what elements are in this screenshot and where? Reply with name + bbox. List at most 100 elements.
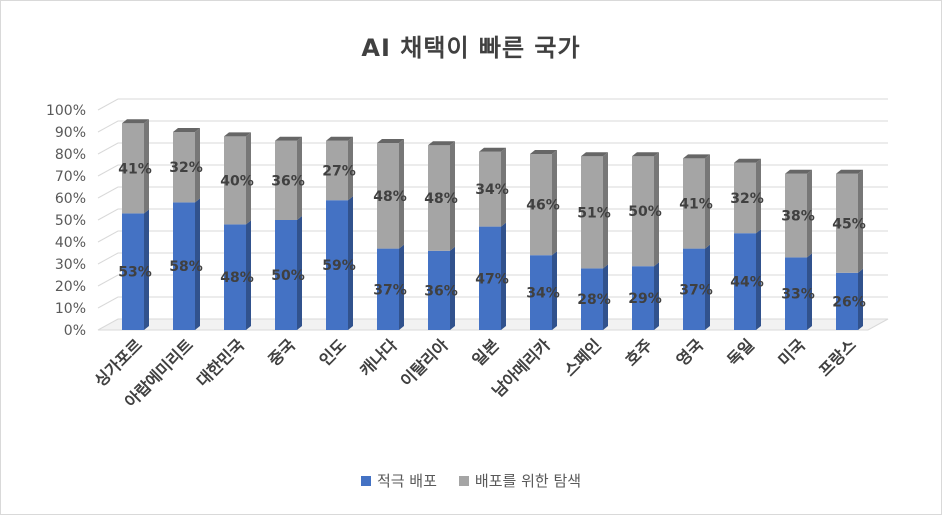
y-tick-label: 0% bbox=[64, 323, 86, 339]
bar-exploring-top bbox=[122, 119, 149, 124]
bar-exploring-front bbox=[428, 145, 450, 251]
data-label-exploring: 36% bbox=[271, 173, 305, 189]
data-label-active-deploy: 50% bbox=[271, 268, 305, 284]
bar-exploring-front bbox=[173, 132, 195, 203]
bar-active-deploy-side bbox=[756, 229, 761, 330]
bar-active-deploy-front bbox=[173, 202, 195, 330]
data-label-active-deploy: 28% bbox=[577, 292, 611, 308]
bar-active-deploy-front bbox=[275, 220, 297, 330]
bar-exploring-front bbox=[275, 140, 297, 220]
bar-exploring-top bbox=[479, 147, 506, 152]
x-tick-label: 중국 bbox=[265, 335, 299, 369]
gridline bbox=[97, 208, 888, 221]
bar-exploring-side bbox=[297, 136, 302, 220]
chart-title: AI 채택이 빠른 국가 bbox=[361, 34, 581, 62]
bar-active-deploy-front bbox=[224, 224, 246, 330]
data-label-exploring: 32% bbox=[730, 191, 764, 207]
bar-exploring-front bbox=[683, 158, 705, 249]
data-label-exploring: 46% bbox=[526, 198, 560, 214]
gridline bbox=[97, 252, 888, 265]
data-label-active-deploy: 47% bbox=[475, 271, 509, 287]
bar-exploring-front bbox=[581, 156, 603, 269]
data-label-active-deploy: 26% bbox=[832, 294, 866, 310]
bar-active-deploy-front bbox=[785, 257, 807, 330]
bar-exploring-top bbox=[785, 169, 812, 174]
legend: 적극 배포 배포를 위한 탐색 bbox=[0, 470, 942, 491]
data-label-exploring: 45% bbox=[832, 216, 866, 232]
x-tick-label: 캐나다 bbox=[356, 335, 401, 380]
data-label-exploring: 50% bbox=[628, 204, 662, 220]
x-tick-label: 독일 bbox=[724, 335, 758, 369]
y-tick-label: 10% bbox=[55, 301, 86, 317]
y-tick-label: 90% bbox=[55, 125, 86, 141]
bar-exploring-top bbox=[326, 136, 353, 141]
bar-active-deploy-front bbox=[428, 250, 450, 330]
legend-label-exploring: 배포를 위한 탐색 bbox=[474, 472, 582, 490]
bar-active-deploy-side bbox=[858, 268, 863, 330]
legend-swatch-exploring bbox=[458, 475, 469, 486]
bar-exploring-top bbox=[581, 152, 608, 157]
bar-exploring-front bbox=[530, 154, 552, 256]
bar-active-deploy-side bbox=[807, 253, 812, 330]
gridline bbox=[97, 164, 888, 177]
bar-exploring-side bbox=[603, 152, 608, 269]
data-label-exploring: 48% bbox=[373, 189, 407, 205]
gridline bbox=[97, 186, 888, 199]
x-tick-label: 영국 bbox=[673, 335, 707, 369]
y-tick-label: 60% bbox=[55, 191, 86, 207]
bar-active-deploy-side bbox=[603, 264, 608, 330]
legend-swatch-active-deploy bbox=[360, 475, 371, 486]
bar-active-deploy-front bbox=[530, 255, 552, 330]
data-label-active-deploy: 36% bbox=[424, 283, 458, 299]
bar-exploring-front bbox=[632, 156, 654, 267]
x-tick-label: 인도 bbox=[316, 335, 350, 369]
bar-exploring-side bbox=[450, 141, 455, 251]
bar-exploring-front bbox=[836, 173, 858, 273]
bar-exploring-side bbox=[654, 152, 659, 267]
bar-exploring-side bbox=[552, 150, 557, 256]
x-tick-label: 스페인 bbox=[560, 335, 605, 380]
bar-active-deploy-side bbox=[501, 222, 506, 330]
bar-exploring-side bbox=[501, 147, 506, 227]
bar-exploring-top bbox=[683, 154, 710, 159]
bar-active-deploy-front bbox=[683, 248, 705, 330]
bar-active-deploy-front bbox=[632, 266, 654, 330]
bar-exploring-front bbox=[785, 173, 807, 258]
gridline bbox=[97, 142, 888, 155]
legend-item-active-deploy: 적극 배포 bbox=[360, 470, 437, 491]
x-tick-label: 호주 bbox=[622, 335, 656, 369]
data-label-active-deploy: 58% bbox=[169, 259, 203, 275]
data-label-active-deploy: 29% bbox=[628, 291, 662, 307]
bar-exploring-top bbox=[836, 169, 863, 174]
bar-exploring-front bbox=[377, 143, 399, 249]
data-label-exploring: 32% bbox=[169, 160, 203, 176]
legend-item-exploring: 배포를 위한 탐색 bbox=[458, 470, 582, 491]
bar-exploring-front bbox=[122, 123, 144, 214]
bar-exploring-front bbox=[326, 140, 348, 201]
data-label-exploring: 41% bbox=[118, 161, 152, 177]
y-tick-label: 50% bbox=[55, 213, 86, 229]
bar-exploring-top bbox=[377, 139, 404, 143]
y-tick-label: 80% bbox=[55, 147, 86, 163]
bar-exploring-top bbox=[173, 128, 200, 132]
y-tick-label: 40% bbox=[55, 235, 86, 251]
data-label-active-deploy: 59% bbox=[322, 258, 356, 274]
bar-exploring-top bbox=[734, 158, 761, 163]
bar-active-deploy-side bbox=[144, 209, 149, 330]
data-label-active-deploy: 48% bbox=[220, 270, 254, 286]
bar-exploring-front bbox=[224, 136, 246, 225]
data-label-exploring: 51% bbox=[577, 205, 611, 221]
data-label-active-deploy: 33% bbox=[781, 287, 815, 303]
data-label-exploring: 40% bbox=[220, 173, 254, 189]
gridline bbox=[97, 274, 888, 287]
bar-active-deploy-side bbox=[348, 196, 353, 330]
data-label-exploring: 48% bbox=[424, 191, 458, 207]
bar-active-deploy-front bbox=[734, 233, 756, 330]
bar-active-deploy-side bbox=[654, 262, 659, 330]
bar-active-deploy-front bbox=[479, 226, 501, 330]
x-tick-label: 일본 bbox=[469, 335, 503, 369]
bar-exploring-side bbox=[399, 139, 404, 249]
gridline bbox=[97, 230, 888, 243]
bar-active-deploy-front bbox=[122, 213, 144, 330]
